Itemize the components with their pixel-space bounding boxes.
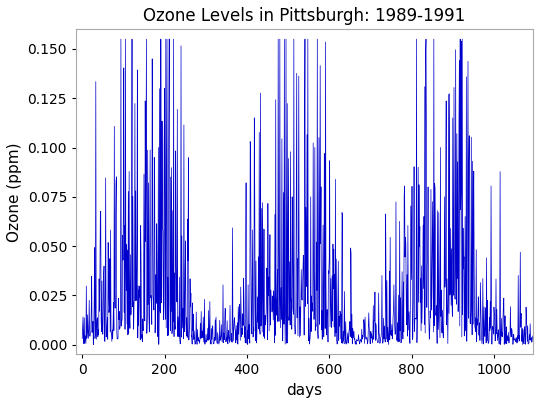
Y-axis label: Ozone (ppm): Ozone (ppm) (7, 142, 22, 242)
X-axis label: days: days (287, 383, 322, 398)
Title: Ozone Levels in Pittsburgh: 1989-1991: Ozone Levels in Pittsburgh: 1989-1991 (144, 7, 465, 25)
